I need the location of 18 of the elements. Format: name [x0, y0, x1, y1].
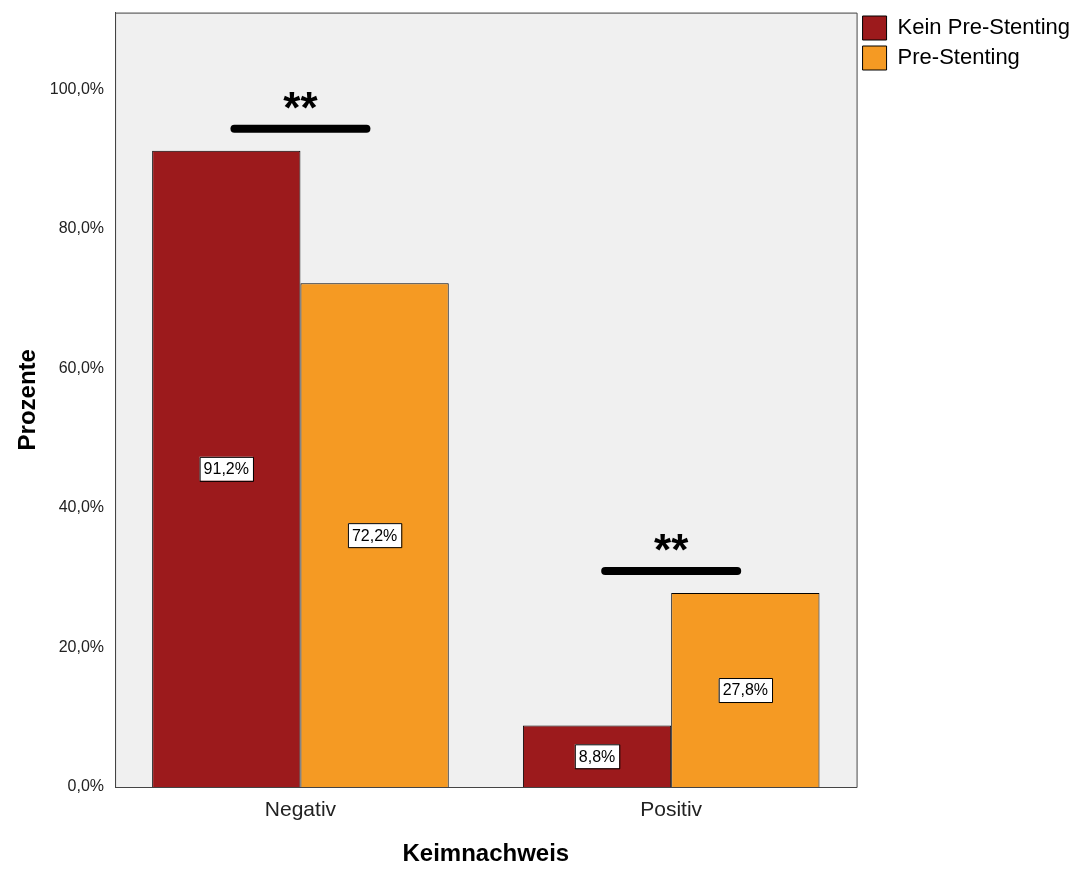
- y-tick-label: 40,0%: [58, 498, 105, 516]
- data-label: 27,8%: [722, 681, 769, 699]
- annotation: **: [283, 82, 319, 132]
- x-tick-label: Negativ: [264, 797, 337, 821]
- y-tick-label: 60,0%: [58, 358, 105, 376]
- legend-label: Pre-Stenting: [897, 44, 1020, 70]
- y-axis-title: Prozente: [13, 349, 41, 451]
- y-tick-label: 100,0%: [49, 79, 105, 97]
- data-label: 72,2%: [351, 526, 398, 544]
- y-tick-label: 20,0%: [58, 637, 105, 655]
- x-axis-title: Keimnachweis: [402, 839, 570, 867]
- annotation: **: [654, 525, 690, 575]
- data-label: 8,8%: [578, 747, 616, 765]
- y-tick-label: 80,0%: [58, 219, 105, 237]
- data-label: 91,2%: [203, 460, 249, 478]
- x-tick-label: Positiv: [640, 797, 703, 821]
- legend-label: Kein Pre-Stenting: [897, 14, 1070, 40]
- y-tick-label: 0,0%: [67, 777, 105, 795]
